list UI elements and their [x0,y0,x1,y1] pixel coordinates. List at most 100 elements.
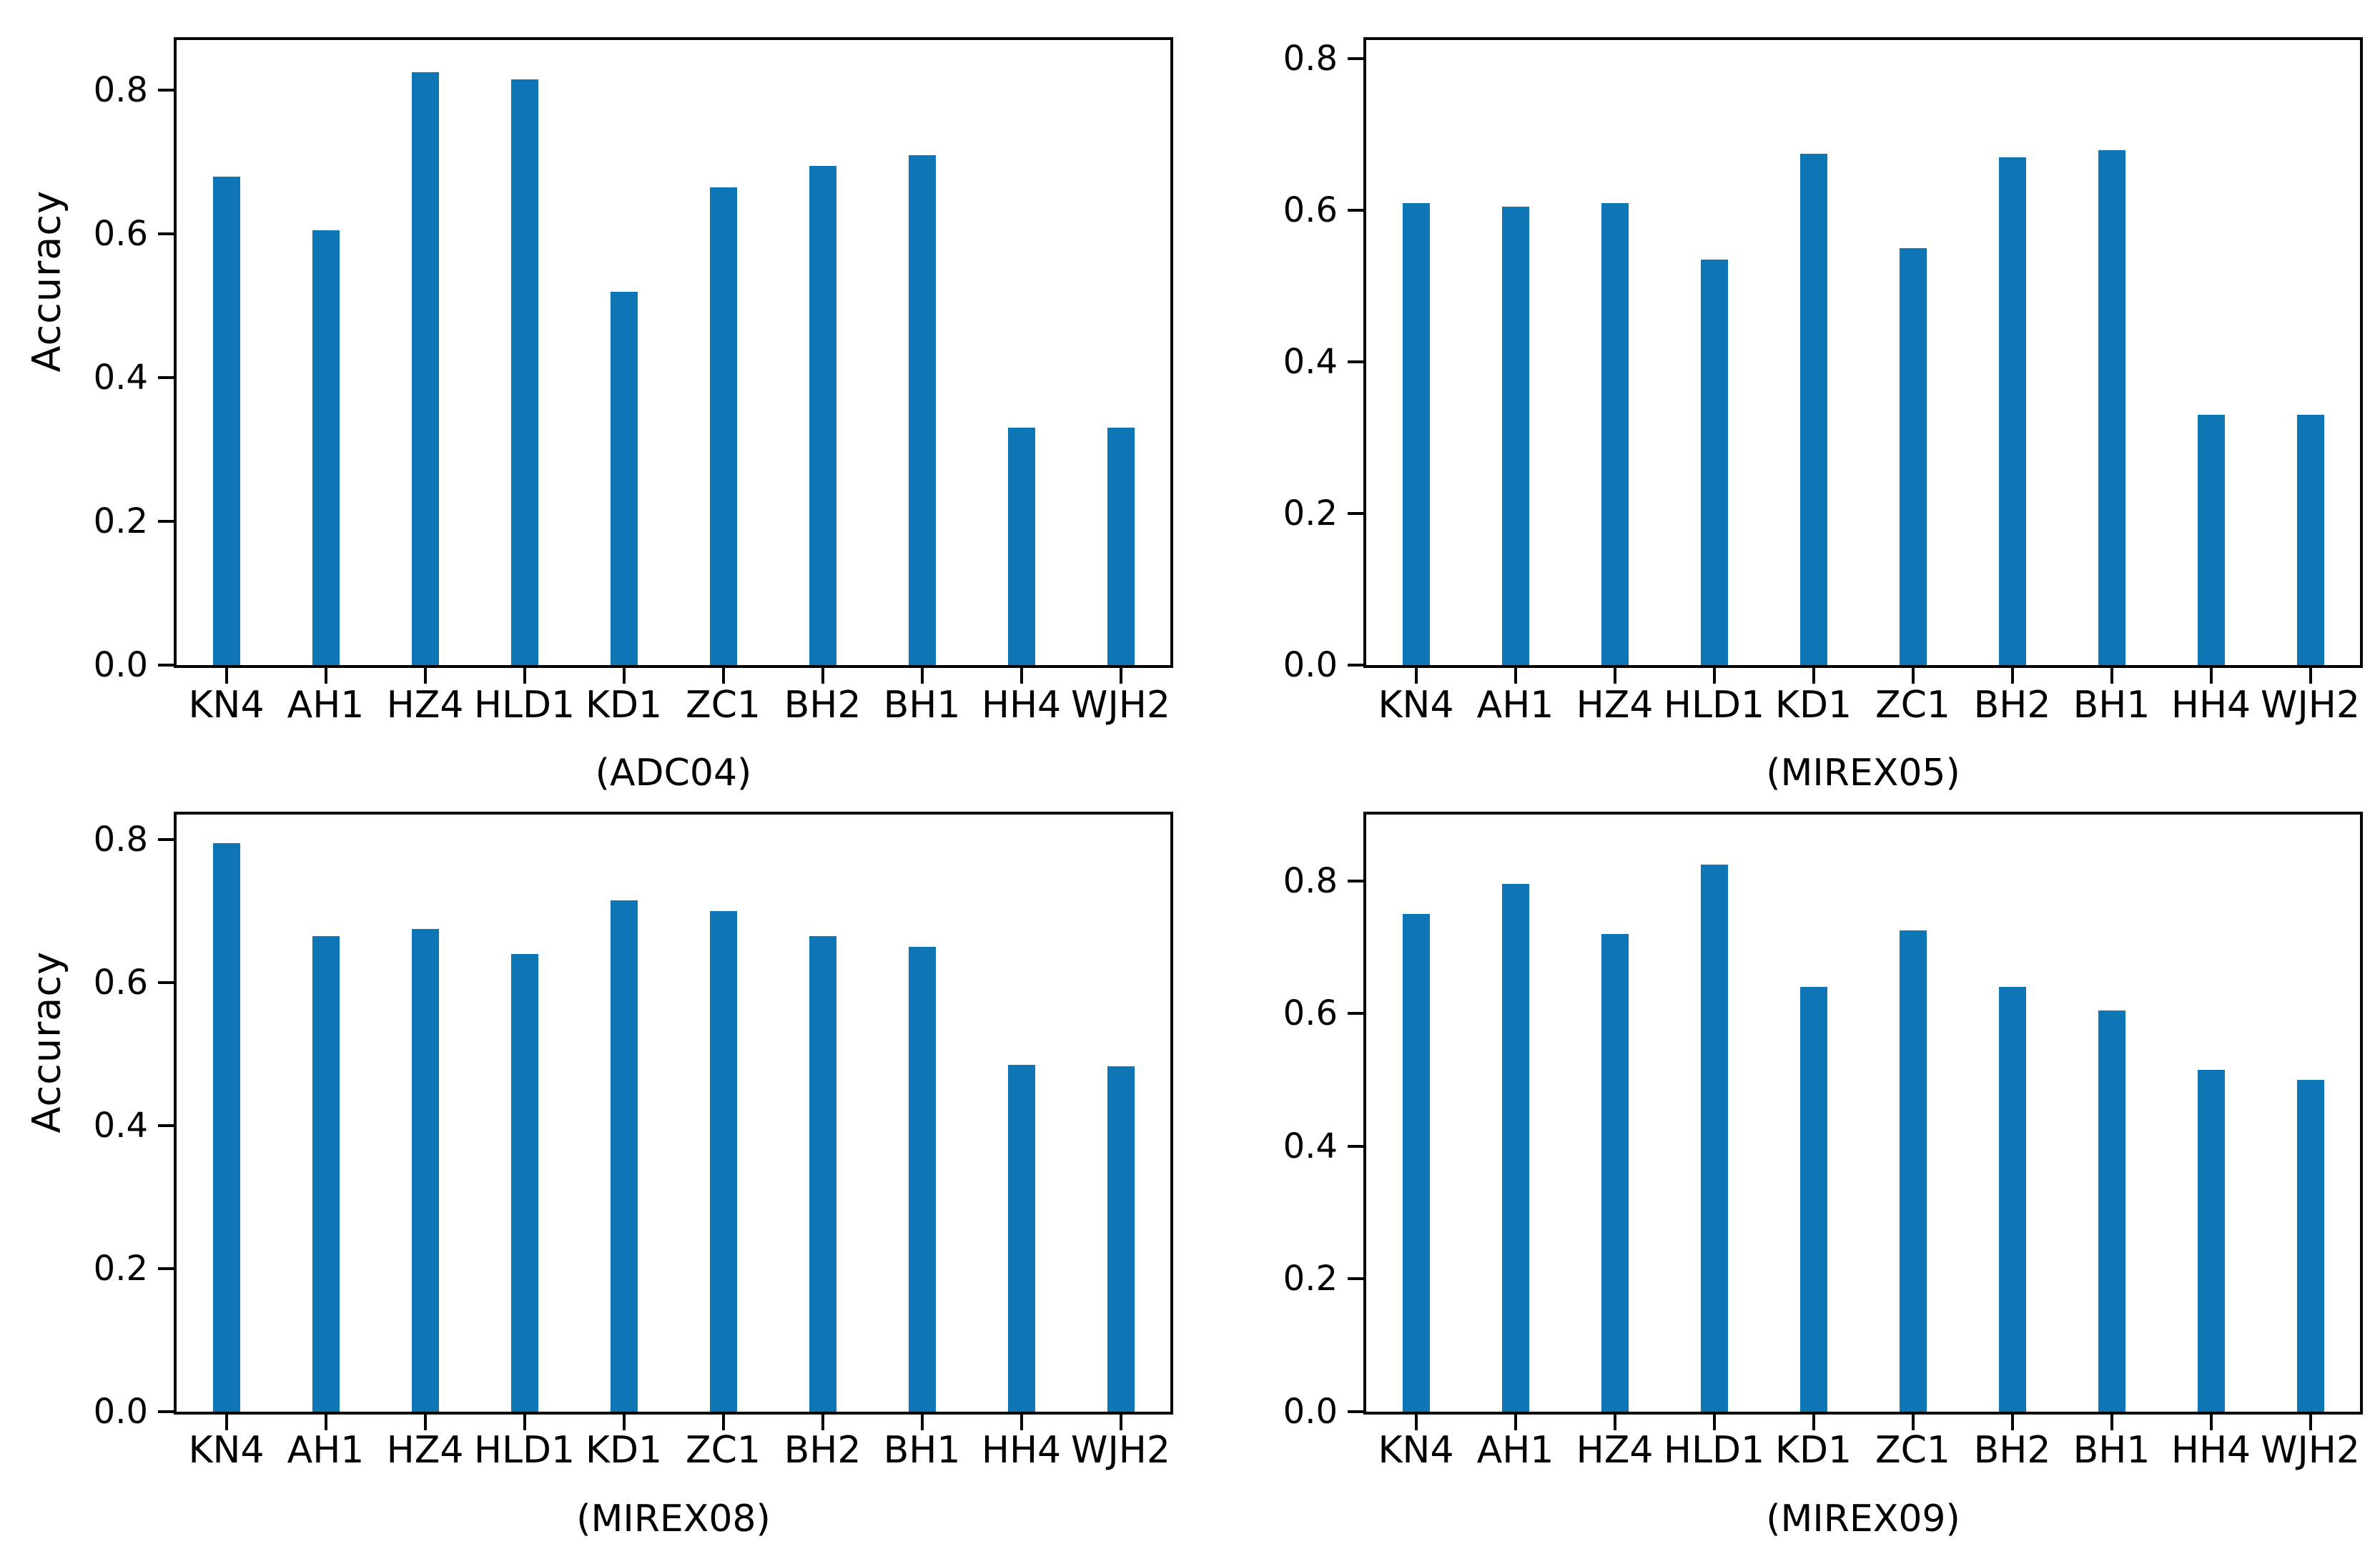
x-tick [1712,1415,1716,1430]
x-tick-label: HH4 [981,684,1062,727]
x-tick [2309,668,2312,684]
x-tick-label: ZC1 [1875,1429,1951,1472]
x-tick-label: HZ4 [1576,1429,1654,1472]
x-tick [721,1415,725,1430]
y-tick-label: 0.4 [93,358,148,398]
x-tick [324,668,327,684]
x-tick-label: AH1 [1476,684,1554,727]
y-tick [1348,1277,1363,1281]
x-tick-label: AH1 [1476,1429,1554,1472]
x-tick [423,1415,427,1430]
x-tick-label: BH1 [2073,684,2151,727]
x-tick [622,1415,626,1430]
x-tick [920,1415,924,1430]
bar [610,900,638,1412]
bar [2296,1080,2324,1412]
x-tick-label: HLD1 [473,684,576,727]
x-tick [821,1415,824,1430]
y-tick-label: 0.2 [1283,1259,1338,1299]
x-tick-label: HH4 [2171,684,2251,727]
bar [2098,149,2125,665]
x-tick-label: BH2 [784,1429,861,1472]
x-tick [2010,1415,2014,1430]
y-tick-label: 0.6 [93,214,148,255]
x-tick [1414,1415,1418,1430]
y-tick-label: 0.2 [93,501,148,542]
x-tick-labels: KN4 AH1 HZ4 HLD1 KD1 ZC1 BH2 BH1 HH4 WJH2 [1363,687,2363,737]
y-tick [158,981,174,984]
y-tick-label: 0.8 [93,70,148,111]
plot-area: 0.0 0.2 0.4 0.6 0.8 [94,37,1173,684]
x-tick-label: KN4 [188,684,265,727]
bar [1700,260,1728,665]
x-tick [2209,1415,2213,1430]
y-tick-label: 0.2 [93,1249,148,1289]
bar [709,911,737,1412]
x-tick [523,1415,526,1430]
x-tick-label: ZC1 [685,1429,761,1472]
bar [908,947,936,1412]
bar [312,936,340,1412]
x-tick [2309,1415,2312,1430]
x-tick-label: HLD1 [1663,684,1765,727]
x-tick [224,1415,228,1430]
subplot-mirex09: 0.0 0.2 0.4 0.6 0.8 KN4 AH1 HZ4 HLD1 KD1 ZC1 BH2 BH1… [1190,777,2380,1554]
subplot-mirex08: Accuracy 0.0 0.2 0.4 0.6 0.8 KN4 AH1 HZ4 HLD1 KD1 Z… [0,777,1190,1554]
y-tick [1348,1012,1363,1015]
y-tick [158,520,174,523]
y-tick [1348,512,1363,516]
x-tick-label: HH4 [2171,1429,2251,1472]
y-tick-label: 0.0 [1283,1392,1338,1432]
y-tick [158,664,174,667]
bar [1799,987,1827,1412]
y-tick-label: 0.2 [1283,493,1338,534]
x-tick [2110,1415,2113,1430]
subplot-title: (MIREX08) [576,1498,771,1540]
subplot-title: (ADC04) [595,752,752,795]
x-tick [920,668,924,684]
bar [2197,415,2225,665]
y-tick-label: 0.4 [1283,342,1338,383]
bar [709,187,737,665]
x-tick [1812,668,1815,684]
bar [1601,934,1629,1412]
bar [2197,1070,2225,1412]
bar [1899,248,1927,665]
bar [1501,207,1529,665]
bar [1501,884,1529,1412]
x-tick [1514,668,1517,684]
x-tick-label: HZ4 [1576,684,1654,727]
x-tick-label: AH1 [287,684,365,727]
bar [1402,202,1430,665]
y-tick [1348,1144,1363,1148]
bar [1107,1066,1135,1412]
y-tick [1348,664,1363,667]
x-tick [2010,668,2014,684]
bar [510,79,538,665]
bar [212,843,240,1412]
x-tick [1613,668,1616,684]
x-tick-label: BH1 [883,1429,961,1472]
y-tick [158,1124,174,1127]
x-tick-label: ZC1 [685,684,761,727]
plot-area: 0.0 0.2 0.4 0.6 0.8 [1283,37,2363,684]
x-tick [1119,668,1122,684]
x-tick [1414,668,1418,684]
x-tick [1019,668,1023,684]
bar [1402,914,1430,1412]
bar [610,291,638,665]
subplot-title: (MIREX05) [1766,752,1960,795]
x-tick-label: KN4 [1378,1429,1454,1472]
x-tick [821,668,824,684]
x-tick-label: WJH2 [1071,684,1170,727]
x-tick-label: HLD1 [1663,1429,1765,1472]
y-tick [1348,879,1363,882]
bar [809,165,836,665]
y-tick [158,1267,174,1270]
bar [1007,428,1035,665]
y-tick [1348,1410,1363,1413]
y-tick [158,232,174,236]
bar [809,936,836,1412]
y-tick-label: 0.0 [93,645,148,685]
